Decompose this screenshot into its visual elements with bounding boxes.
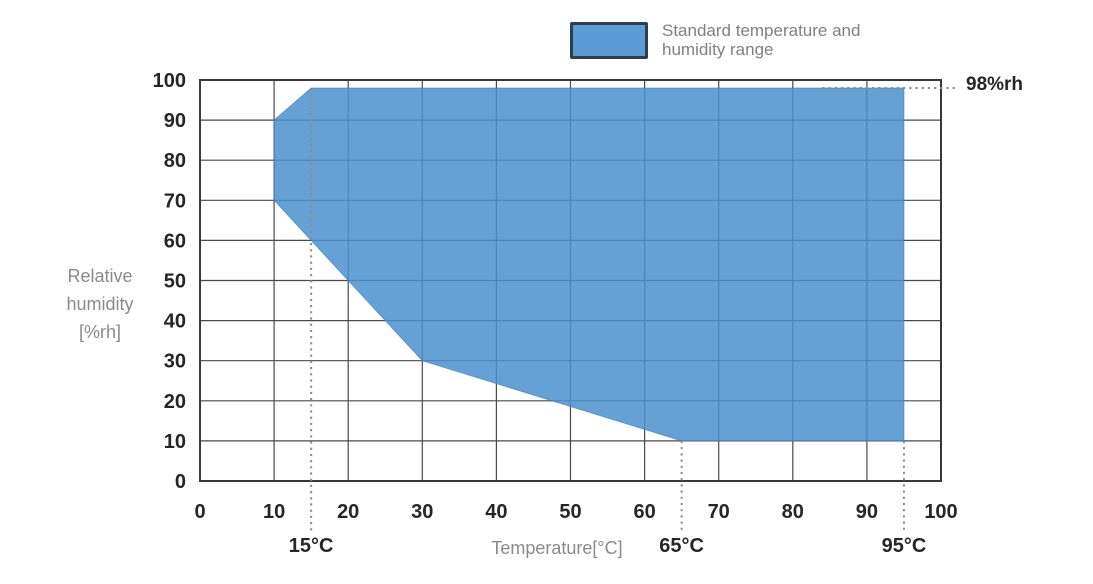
y-tick-label: 0 [175,471,186,493]
y-axis-title: Relative humidity [%rh] [20,262,180,346]
y-tick-label: 100 [153,70,186,92]
legend-swatch [570,22,648,59]
legend-label: Standard temperature and humidity range [662,21,860,59]
legend: Standard temperature and humidity range [570,21,860,59]
x-tick-label: 50 [559,501,581,523]
x-tick-label: 10 [263,501,285,523]
standard-range-region [273,87,905,442]
y-tick-label: 90 [164,110,186,132]
y-axis-title-line3: [%rh] [78,322,121,342]
x-tick-label: 90 [856,501,878,523]
y-tick-label: 10 [164,431,186,453]
plot-border [199,79,942,482]
x-axis-title: Temperature[°C] [491,538,623,558]
x-tick-label: 30 [411,501,433,523]
y-axis-title-line1: Relative [67,266,133,286]
y-tick-label: 20 [164,391,186,413]
rh-marker-label: 98%rh [966,74,1024,96]
x-tick-label: 20 [337,501,359,523]
temp-marker-label: 15°C [288,535,334,557]
y-tick-label: 80 [164,150,186,172]
legend-label-line2: humidity range [662,40,774,59]
x-tick-label: 100 [924,501,957,523]
legend-label-line1: Standard temperature and [662,21,861,40]
x-tick-label: 80 [782,501,804,523]
y-tick-label: 40 [164,311,186,333]
temp-marker-label: 95°C [881,535,927,557]
y-tick-label: 70 [164,190,186,212]
y-tick-label: 60 [164,230,186,252]
x-tick-label: 60 [633,501,655,523]
x-tick-label: 40 [485,501,507,523]
temp-marker-label: 65°C [659,535,704,557]
x-tick-label: 70 [708,501,730,523]
y-tick-label: 30 [164,351,186,373]
x-tick-label: 0 [194,501,205,523]
y-tick-label: 50 [164,271,186,293]
y-axis-title-line2: humidity [66,294,134,314]
